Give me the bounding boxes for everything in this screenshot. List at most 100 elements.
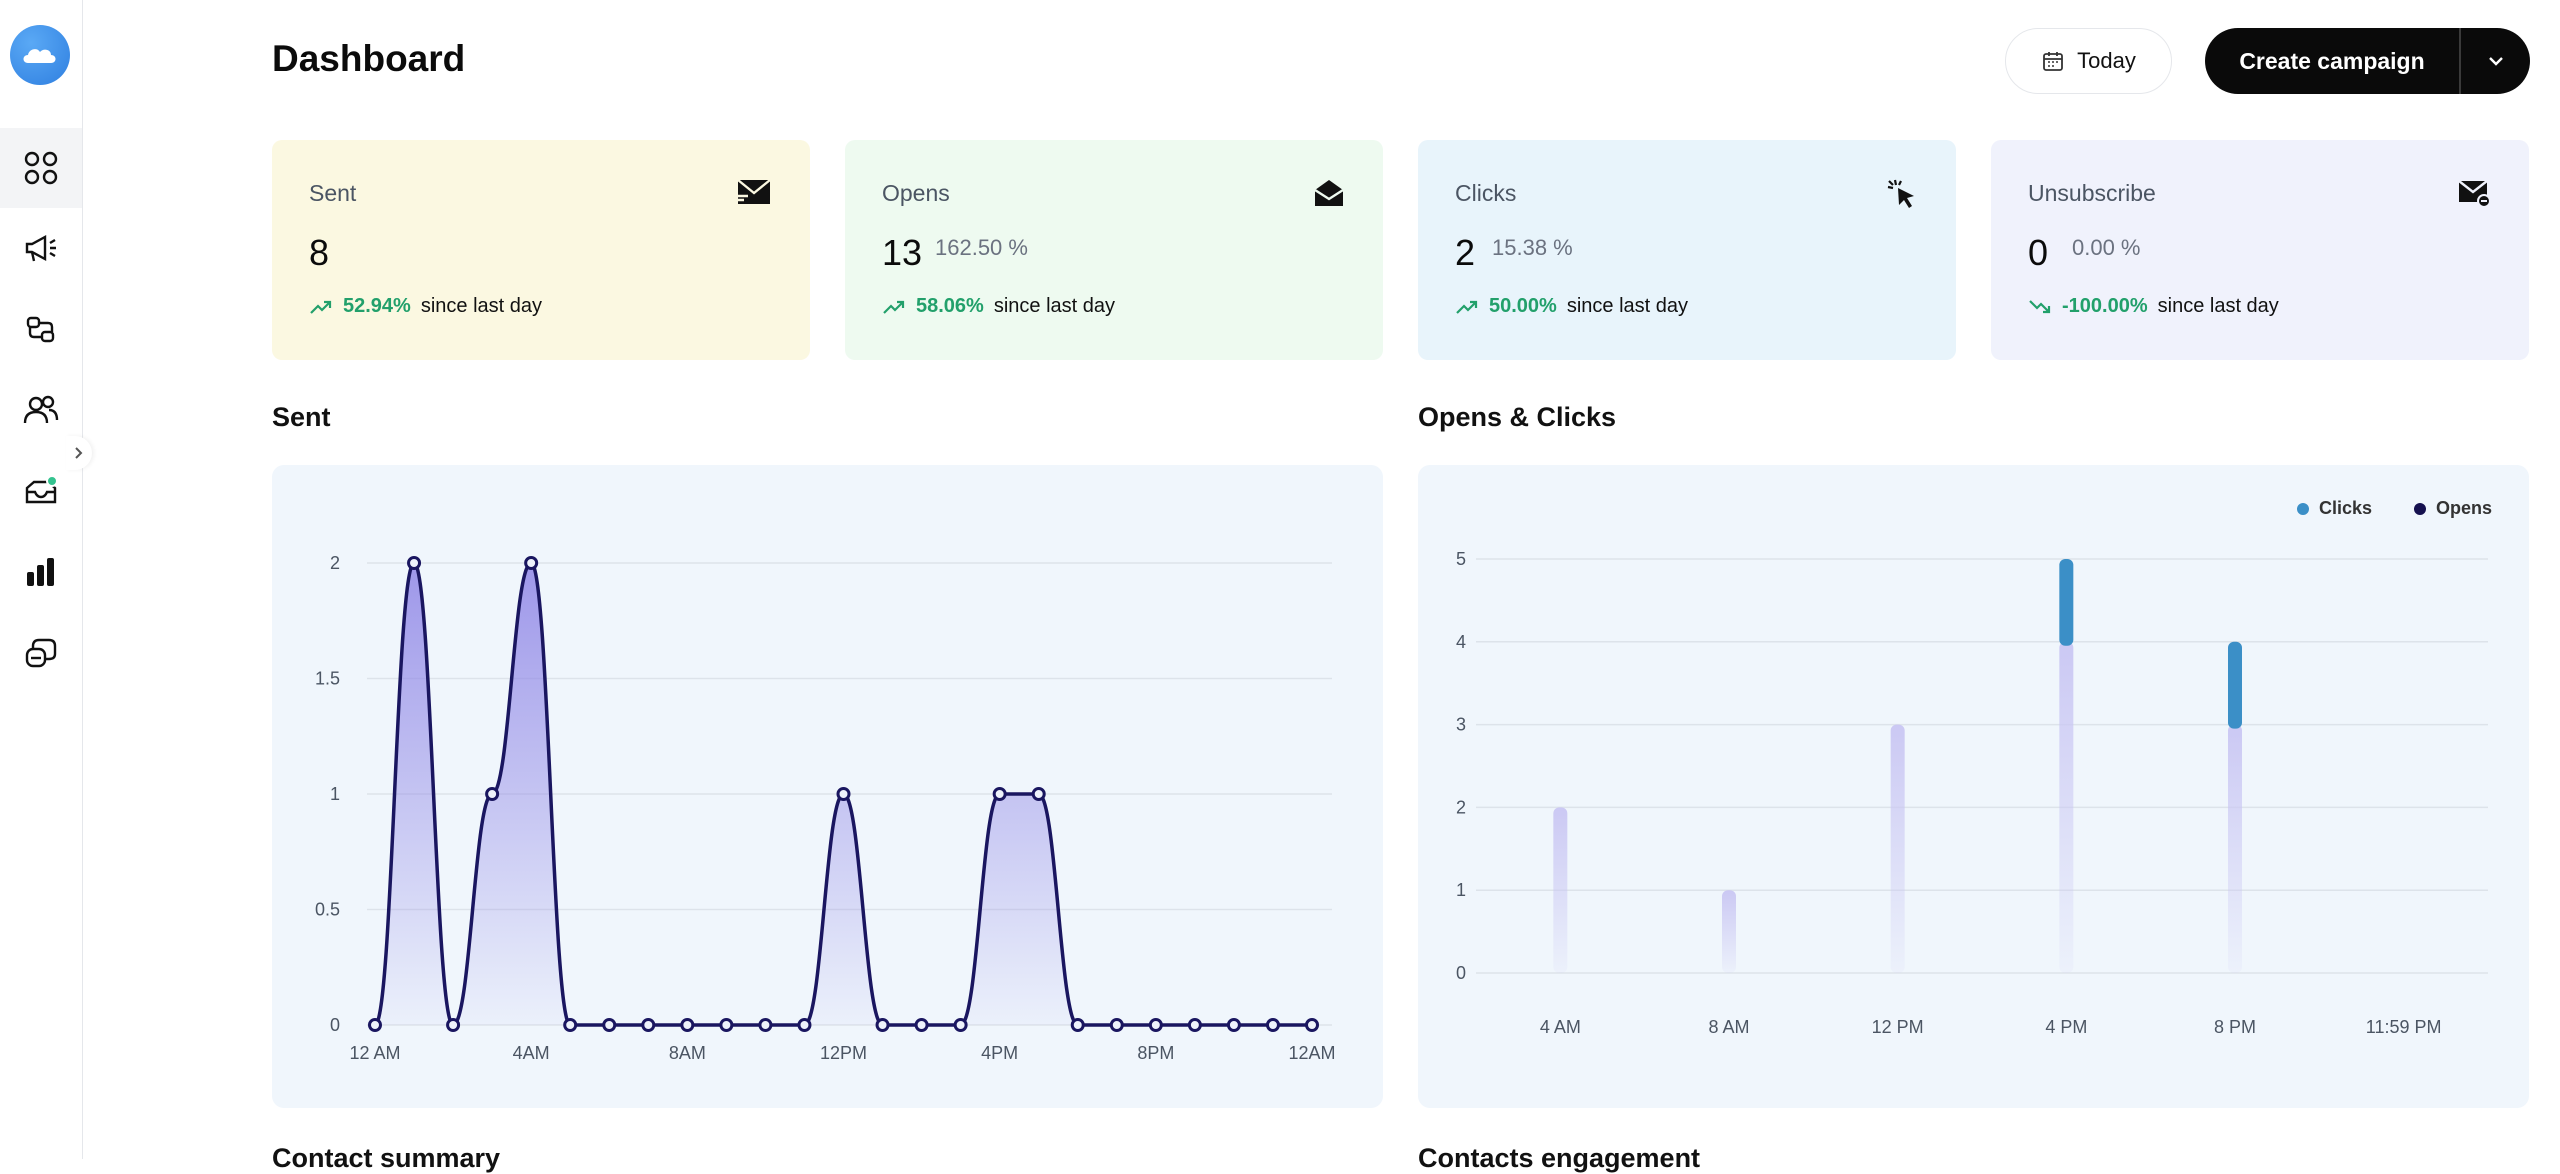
card-change-text: since last day (1566, 295, 1689, 317)
card-change: 58.06% (916, 295, 984, 317)
sent-point (485, 787, 500, 801)
nav-reports[interactable] (0, 532, 82, 612)
dashboard-icon (24, 151, 58, 185)
legend-opens-dot (2414, 502, 2427, 515)
unsubscribe-mail-icon (2458, 180, 2491, 208)
clicks-bar (2059, 559, 2074, 646)
create-campaign-button[interactable]: Create campaign (2205, 28, 2461, 94)
stat-card-unsubscribe: Unsubscribe 0 0.00 % -100.00% since last… (1991, 140, 2529, 360)
x-tick-label: 4 PM (2045, 1017, 2087, 1037)
nav-templates[interactable] (0, 613, 82, 693)
y-tick-label: 1.5 (315, 669, 340, 689)
sent-chart-panel: 0 0.5 1 1.5 2 12 AM 4AM 8AM 12PM 4PM 8PM 12AM (272, 465, 1383, 1108)
calendar-icon (2043, 52, 2064, 71)
trend-up-icon (1456, 300, 1478, 314)
sent-point (1265, 1018, 1280, 1032)
sent-point (953, 1018, 968, 1032)
create-campaign-group: Create campaign (2205, 28, 2530, 94)
sent-point (1031, 787, 1046, 801)
sent-point (1305, 1018, 1319, 1032)
sent-point (719, 1018, 734, 1032)
opens-clicks-chart-title: Opens & Clicks (1418, 402, 1617, 432)
sent-chart: 0 0.5 1 1.5 2 12 AM 4AM 8AM 12PM 4PM 8PM 12AM (315, 553, 1336, 1063)
opens-clicks-chart: 0 1 2 3 4 5 4 AM 8 AM 12 PM 4 PM 8 PM 11:59 PM (1456, 549, 2488, 1037)
x-tick-label: 12PM (820, 1043, 867, 1063)
cursor-click-icon (1887, 179, 1914, 208)
card-value: 2 (1455, 232, 1476, 273)
y-tick-label: 4 (1456, 632, 1466, 652)
nav-automations[interactable] (0, 290, 82, 370)
y-tick-label: 0 (1456, 963, 1466, 983)
megaphone-icon (25, 234, 56, 262)
nav-contacts[interactable] (0, 370, 82, 450)
x-tick-label: 12 PM (1872, 1017, 1924, 1037)
sent-point (524, 556, 539, 570)
card-change: 52.94% (343, 295, 411, 317)
clicks-bar (2228, 641, 2242, 729)
nav-campaigns[interactable] (0, 208, 82, 288)
trend-up-icon (310, 300, 332, 314)
y-tick-label: 0.5 (315, 900, 340, 920)
trend-down-icon (2029, 299, 2051, 313)
nav-inbox[interactable] (0, 451, 82, 531)
y-tick-label: 1 (1456, 880, 1466, 900)
opens-bar (1722, 890, 1736, 973)
x-tick-label: 11:59 PM (2366, 1017, 2442, 1037)
inbox-icon (25, 475, 58, 504)
sent-point (797, 1018, 812, 1032)
card-percentage: 15.38 % (1492, 235, 1573, 260)
card-percentage: 0.00 % (2072, 235, 2141, 260)
card-label: Clicks (1455, 180, 1517, 206)
chevron-down-icon (2488, 57, 2503, 66)
card-change: 50.00% (1489, 295, 1557, 317)
nav-dashboard[interactable] (0, 128, 82, 208)
date-filter-label: Today (2077, 48, 2136, 73)
sent-point (641, 1018, 656, 1032)
opens-bar (1890, 724, 1905, 973)
x-tick-label: 8 PM (2214, 1017, 2256, 1037)
card-change: -100.00% (2062, 295, 2148, 317)
y-tick-label: 5 (1456, 549, 1466, 569)
contacts-icon (23, 395, 59, 424)
sent-chart-title: Sent (272, 402, 331, 432)
sent-point (368, 1018, 382, 1032)
open-mail-icon (1314, 180, 1344, 206)
sidebar (0, 0, 92, 1159)
x-tick-label: 12AM (1288, 1043, 1335, 1063)
x-tick-label: 8AM (669, 1043, 706, 1063)
legend-clicks-dot (2297, 502, 2309, 515)
sent-point (1148, 1018, 1163, 1032)
y-tick-label: 0 (330, 1015, 340, 1035)
sent-point (992, 787, 1007, 801)
stat-card-clicks: Clicks 2 15.38 % 50.00% since last day (1418, 140, 1956, 360)
sidebar-collapse-button[interactable] (66, 436, 92, 470)
x-tick-label: 4PM (981, 1043, 1018, 1063)
legend-opens[interactable]: Opens (2436, 498, 2493, 518)
y-tick-label: 3 (1456, 715, 1466, 735)
sent-point (407, 556, 422, 570)
automation-icon (26, 316, 55, 343)
sent-point (836, 787, 851, 801)
x-tick-label: 8 AM (1708, 1017, 1749, 1037)
app-logo[interactable] (10, 25, 70, 85)
card-value: 13 (882, 232, 923, 273)
y-tick-label: 2 (1456, 797, 1466, 817)
card-label: Unsubscribe (2028, 180, 2156, 206)
date-filter-button[interactable]: Today (2005, 28, 2172, 94)
stat-card-sent: Sent 8 52.94% since last day (272, 140, 810, 360)
legend-clicks[interactable]: Clicks (2319, 498, 2373, 518)
sent-point (758, 1018, 773, 1032)
sent-point (875, 1018, 890, 1032)
card-change-text: since last day (2157, 295, 2279, 317)
opens-bar (1553, 807, 1568, 973)
card-label: Sent (309, 180, 357, 206)
create-campaign-dropdown[interactable] (2461, 28, 2530, 94)
sent-point (1226, 1018, 1241, 1032)
card-label: Opens (882, 180, 950, 206)
y-tick-label: 2 (330, 553, 340, 573)
send-mail-icon (736, 179, 771, 204)
x-tick-label: 4 AM (1540, 1017, 1581, 1037)
x-tick-label: 12 AM (349, 1043, 400, 1063)
cloud-icon (23, 49, 56, 63)
sent-point (446, 1018, 461, 1032)
